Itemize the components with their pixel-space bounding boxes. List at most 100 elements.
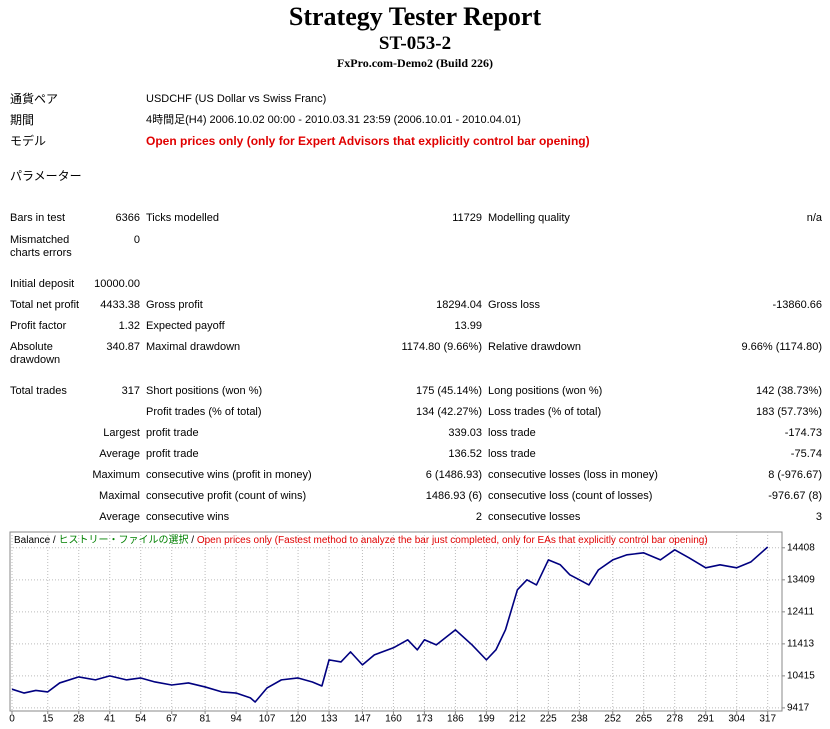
stat-value: 317 [121, 385, 140, 397]
info-label: 期間 [10, 113, 35, 127]
stat-label: Total trades [10, 385, 67, 397]
stat-value: 134 (42.27%) [415, 406, 482, 418]
x-tick-label: 81 [200, 714, 212, 725]
stat-label: profit trade [146, 448, 199, 460]
plot-frame [9, 531, 783, 712]
stat-value: 183 (57.73%) [755, 406, 822, 418]
stat-label: Absolute drawdown [10, 341, 61, 366]
info-label: 通貨ペア [10, 92, 59, 106]
x-tick-label: 94 [231, 714, 243, 725]
x-tick-label: 107 [259, 714, 276, 725]
stat-value: 8 (-976.67) [768, 469, 822, 481]
x-tick-label: 147 [354, 714, 371, 725]
legend-separator: / [191, 535, 194, 546]
y-tick-label: 13409 [787, 574, 815, 585]
stat-value: -13860.66 [772, 299, 822, 311]
x-tick-label: 212 [509, 714, 526, 725]
y-tick-label: 14408 [787, 542, 815, 553]
stat-label: Mismatched charts errors [10, 234, 72, 259]
stat-label: Expected payoff [146, 320, 225, 332]
stat-label: consecutive losses (loss in money) [488, 469, 658, 481]
stat-value: 136.52 [448, 448, 482, 460]
stat-value: Average [99, 448, 140, 460]
legend-model: Open prices only (Fastest method to anal… [197, 535, 708, 546]
x-tick-label: 278 [666, 714, 683, 725]
stat-value: Largest [103, 427, 140, 439]
stat-label: Gross profit [146, 299, 203, 311]
stat-value: 1486.93 (6) [425, 490, 482, 502]
stat-label: Gross loss [488, 299, 540, 311]
stat-value: 1.32 [118, 320, 140, 332]
stat-value: 2 [475, 511, 482, 523]
x-tick-label: 252 [604, 714, 621, 725]
stat-value: 142 (38.73%) [755, 385, 822, 397]
info-value: USDCHF (US Dollar vs Swiss Franc) [146, 93, 327, 105]
stat-value: Maximal [99, 490, 140, 502]
x-tick-label: 0 [9, 714, 15, 725]
stat-value: Average [99, 511, 140, 523]
stat-value: -976.67 (8) [768, 490, 822, 502]
x-tick-label: 41 [104, 714, 116, 725]
stat-label: Relative drawdown [488, 341, 581, 353]
stat-label: Long positions (won %) [488, 385, 603, 397]
x-tick-label: 317 [759, 714, 776, 725]
balance-line [11, 546, 769, 703]
stat-value: 339.03 [448, 427, 482, 439]
stat-value: 3 [815, 511, 822, 523]
y-tick-label: 9417 [787, 703, 810, 714]
stat-value: 11729 [452, 212, 482, 224]
stat-label: Short positions (won %) [146, 385, 263, 397]
stat-label: consecutive wins (profit in money) [146, 469, 312, 481]
legend-balance: Balance [14, 535, 51, 546]
x-tick-label: 265 [635, 714, 652, 725]
x-tick-label: 133 [321, 714, 338, 725]
stat-value: 6 (1486.93) [425, 469, 482, 481]
stat-value: 0 [133, 234, 140, 246]
x-tick-label: 291 [697, 714, 714, 725]
x-tick-label: 186 [447, 714, 464, 725]
x-tick-label: 199 [478, 714, 495, 725]
stat-label: profit trade [146, 427, 199, 439]
info-label: モデル [10, 134, 47, 148]
stat-value: 9.66% (1174.80) [741, 341, 822, 353]
stat-label: consecutive profit (count of wins) [146, 490, 307, 502]
report-title: Strategy Tester Report [288, 2, 542, 31]
x-tick-label: 67 [166, 714, 178, 725]
stat-label: Loss trades (% of total) [488, 406, 602, 418]
chart-legend: Balance / ヒストリー・ファイルの選択 / Open prices on… [14, 533, 708, 546]
legend-separator: / [53, 535, 56, 546]
report-subtitle: ST-053-2 [378, 33, 452, 54]
stat-value: Maximum [92, 469, 140, 481]
server-name: FxPro.com-Demo2 (Build 226) [336, 56, 494, 70]
stat-value: n/a [806, 212, 822, 224]
x-tick-label: 15 [42, 714, 54, 725]
x-tick-label: 120 [290, 714, 307, 725]
stat-value: 6366 [115, 212, 140, 224]
stat-value: -174.73 [784, 427, 822, 439]
stat-label: Total net profit [10, 299, 80, 311]
info-label: パラメーター [10, 169, 82, 183]
stat-value: 1174.80 (9.66%) [401, 341, 482, 353]
stat-label: loss trade [488, 448, 536, 460]
stat-value: 10000.00 [94, 278, 140, 290]
y-tick-label: 11413 [787, 638, 815, 649]
stat-label: Profit factor [10, 320, 67, 332]
stat-label: Profit trades (% of total) [146, 406, 262, 418]
x-tick-label: 225 [540, 714, 557, 725]
x-tick-label: 304 [728, 714, 745, 725]
stat-label: consecutive losses [488, 511, 581, 523]
stat-value: 18294.04 [436, 299, 482, 311]
y-tick-label: 12411 [787, 606, 815, 617]
stat-value: -75.74 [790, 448, 822, 460]
x-tick-label: 54 [135, 714, 147, 725]
x-tick-label: 160 [385, 714, 402, 725]
stat-label: Maximal drawdown [146, 341, 241, 353]
stat-value: 340.87 [106, 341, 140, 353]
stat-value: 13.99 [454, 320, 482, 332]
stat-label: Modelling quality [488, 212, 570, 224]
stat-value: 175 (45.14%) [415, 385, 482, 397]
y-tick-label: 10415 [787, 671, 815, 682]
stat-label: consecutive loss (count of losses) [488, 490, 653, 502]
